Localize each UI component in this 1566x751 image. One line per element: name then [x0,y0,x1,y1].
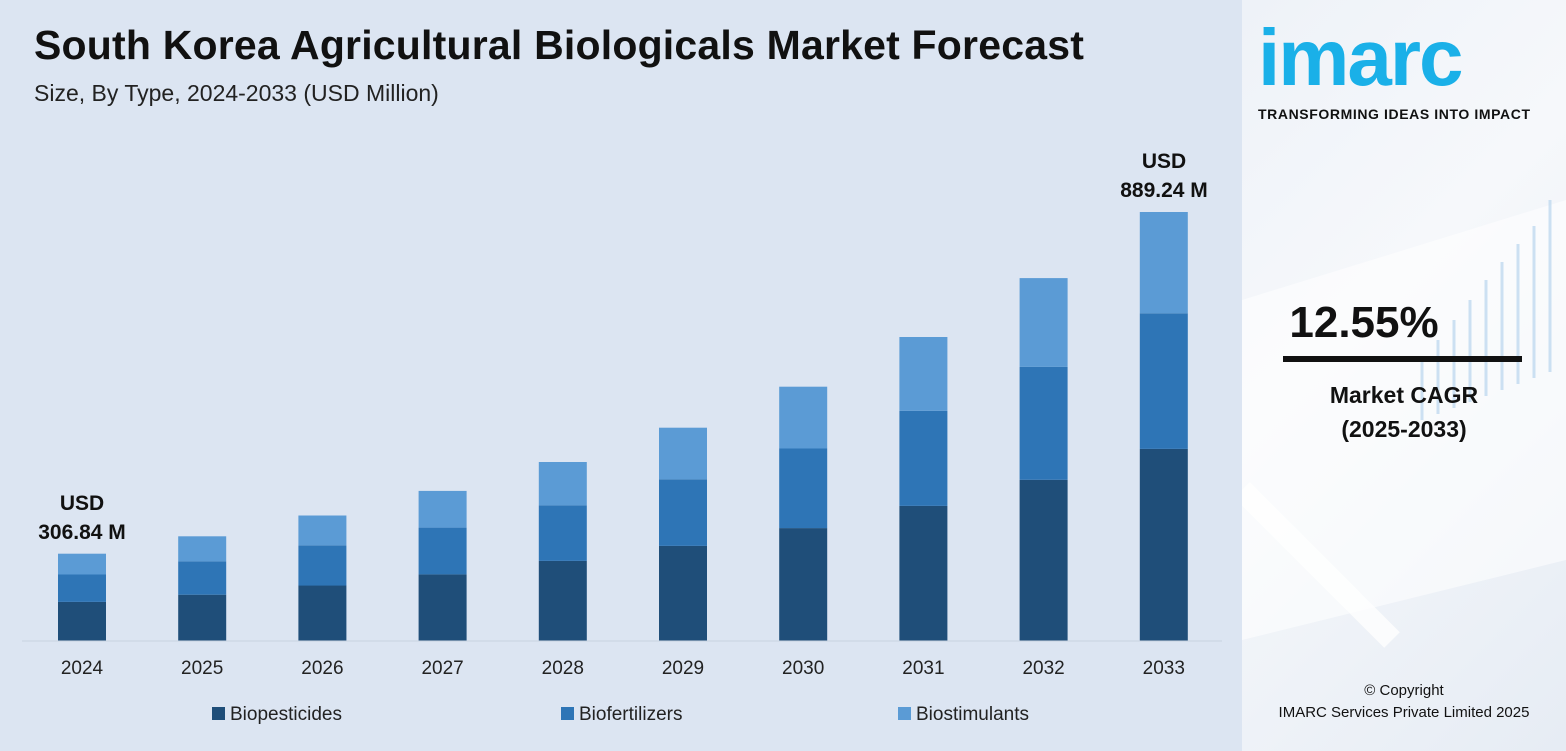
legend-swatch-biofertilizers [561,707,574,720]
bar-biofertilizers-2024 [58,574,106,602]
legend-swatch-biopesticides [212,707,225,720]
bar-biofertilizers-2025 [178,561,227,595]
bar-biopesticides-2029 [659,545,707,641]
bar-biostimulants-2031 [899,337,948,411]
bar-biopesticides-2028 [538,560,587,641]
bar-biostimulants-2026 [298,515,347,546]
x-tick-label: 2031 [902,658,944,679]
legend: Biopesticides Biofertilizers Biostimulants [212,704,1029,725]
x-tick-label: 2028 [542,658,584,679]
bar-biostimulants-2033 [1139,212,1188,314]
annotation-last-line2: 889.24 M [1120,179,1208,202]
bar-biostimulants-2032 [1019,278,1068,367]
annotation-last-line1: USD [1142,150,1186,173]
bar-biofertilizers-2026 [298,545,347,586]
bar-biofertilizers-2031 [899,410,948,506]
bar-biopesticides-2033 [1139,448,1188,641]
legend-label-biostimulants: Biostimulants [916,704,1029,725]
bar-biostimulants-2024 [58,553,106,575]
bar-biofertilizers-2032 [1019,366,1068,480]
logo-wordmark: imarc [1258,13,1463,102]
bar-biopesticides-2024 [58,601,106,641]
bar-biostimulants-2025 [178,536,227,562]
bar-biopesticides-2031 [899,505,948,641]
imarc-logo: imarc TRANSFORMING IDEAS INTO IMPACT [1258,13,1558,123]
chart-subtitle: Size, By Type, 2024-2033 (USD Million) [34,80,439,106]
cagr-value: 12.55% [1289,298,1439,347]
bar-biofertilizers-2033 [1139,313,1188,449]
logo-tagline: TRANSFORMING IDEAS INTO IMPACT [1258,106,1531,122]
chart-panel: South Korea Agricultural Biologicals Mar… [22,22,1222,725]
legend-swatch-biostimulants [898,707,911,720]
x-tick-label: 2030 [782,658,824,679]
legend-label-biofertilizers: Biofertilizers [579,704,682,725]
cagr-label-line1: Market CAGR [1329,382,1479,408]
cagr-label: Market CAGR (2025-2033) [1242,378,1566,446]
x-tick-label: 2027 [421,658,463,679]
copyright: © Copyright IMARC Services Private Limit… [1242,680,1566,724]
side-panel: imarc TRANSFORMING IDEAS INTO IMPACT 12.… [1242,0,1566,751]
x-tick-label: 2026 [301,658,343,679]
copyright-line2: IMARC Services Private Limited 2025 [1278,704,1530,721]
bars-layer [58,212,1188,641]
background-decoration [1242,200,1566,648]
bar-biostimulants-2029 [659,427,707,480]
bar-biostimulants-2028 [538,462,587,506]
annotation-first-line2: 306.84 M [38,521,126,544]
x-tick-label: 2024 [61,658,104,679]
cagr-label-line2: (2025-2033) [1341,416,1467,442]
annotation-first-line1: USD [60,492,104,515]
chart-title: South Korea Agricultural Biologicals Mar… [34,22,1085,68]
bar-biofertilizers-2027 [418,527,467,575]
bar-biopesticides-2025 [178,594,227,641]
bar-biopesticides-2026 [298,585,347,641]
bar-biopesticides-2032 [1019,479,1068,641]
x-tick-label: 2025 [181,658,223,679]
copyright-line1: © Copyright [1364,682,1444,699]
bar-biofertilizers-2029 [659,479,707,546]
x-tick-label: 2033 [1143,658,1185,679]
bar-biostimulants-2027 [418,490,467,528]
bar-biostimulants-2030 [779,386,828,449]
x-tick-label: 2029 [662,658,704,679]
cagr-divider [1283,356,1522,362]
bar-biopesticides-2030 [779,528,828,641]
x-tick-label: 2032 [1022,658,1064,679]
stacked-bar-chart: 2024 2025 2026 2027 2028 2029 2030 2031 2032 2033… [22,150,1222,725]
bar-biofertilizers-2028 [538,505,587,561]
x-tick-labels: 2024 2025 2026 2027 2028 2029 2030 2031 2032 2033 [61,658,1185,679]
bar-biofertilizers-2030 [779,448,828,529]
bar-biopesticides-2027 [418,574,467,641]
legend-label-biopesticides: Biopesticides [230,704,342,725]
